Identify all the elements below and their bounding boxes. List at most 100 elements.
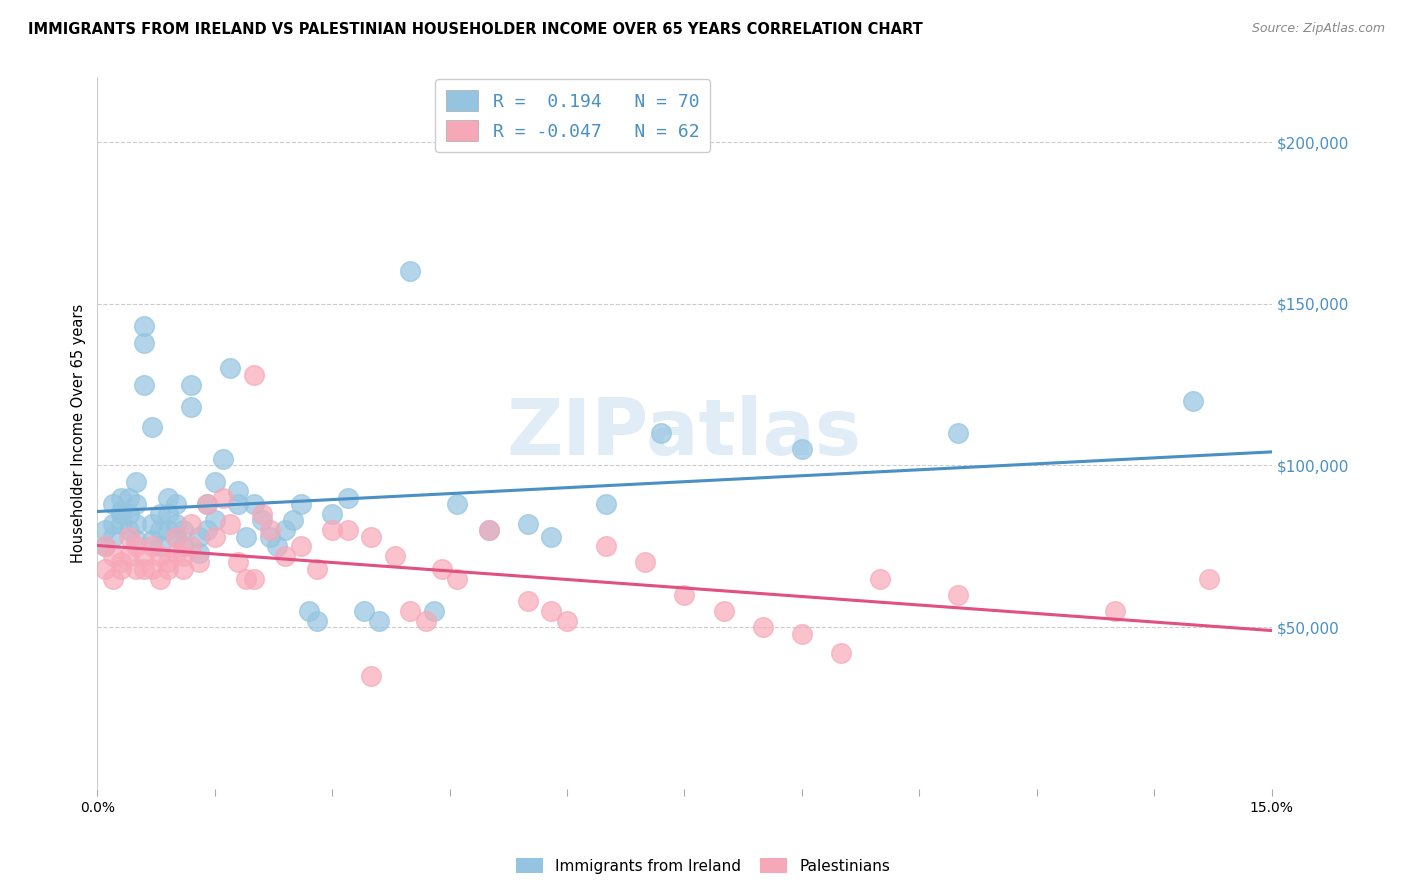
Point bbox=[948, 588, 970, 602]
Point bbox=[141, 539, 163, 553]
Point bbox=[790, 626, 813, 640]
Point bbox=[110, 491, 132, 505]
Point bbox=[204, 530, 226, 544]
Point bbox=[321, 507, 343, 521]
Point bbox=[243, 572, 266, 586]
Point bbox=[195, 497, 218, 511]
Point bbox=[118, 491, 141, 505]
Point bbox=[430, 562, 453, 576]
Point bbox=[110, 504, 132, 518]
Point bbox=[360, 530, 382, 544]
Point bbox=[219, 516, 242, 531]
Point bbox=[101, 516, 124, 531]
Point bbox=[226, 497, 249, 511]
Text: IMMIGRANTS FROM IRELAND VS PALESTINIAN HOUSEHOLDER INCOME OVER 65 YEARS CORRELAT: IMMIGRANTS FROM IRELAND VS PALESTINIAN H… bbox=[28, 22, 922, 37]
Point bbox=[384, 549, 406, 563]
Point bbox=[869, 572, 891, 586]
Point bbox=[125, 562, 148, 576]
Point bbox=[830, 646, 852, 660]
Point bbox=[226, 484, 249, 499]
Point bbox=[180, 516, 202, 531]
Point bbox=[165, 530, 187, 544]
Point bbox=[478, 523, 501, 537]
Point bbox=[336, 491, 359, 505]
Point bbox=[165, 546, 187, 560]
Point bbox=[180, 539, 202, 553]
Point bbox=[125, 497, 148, 511]
Point bbox=[94, 523, 117, 537]
Point bbox=[165, 497, 187, 511]
Point bbox=[595, 539, 617, 553]
Point bbox=[125, 539, 148, 553]
Point bbox=[751, 620, 773, 634]
Point bbox=[172, 523, 194, 537]
Point bbox=[110, 562, 132, 576]
Point bbox=[1182, 393, 1205, 408]
Legend: R =  0.194   N = 70, R = -0.047   N = 62: R = 0.194 N = 70, R = -0.047 N = 62 bbox=[436, 79, 710, 152]
Point bbox=[266, 539, 288, 553]
Point bbox=[94, 562, 117, 576]
Point bbox=[110, 556, 132, 570]
Point bbox=[134, 562, 156, 576]
Text: ZIPatlas: ZIPatlas bbox=[508, 395, 862, 471]
Point bbox=[101, 497, 124, 511]
Point bbox=[446, 572, 468, 586]
Point bbox=[156, 556, 179, 570]
Point bbox=[948, 426, 970, 441]
Point bbox=[188, 546, 211, 560]
Point bbox=[446, 497, 468, 511]
Point bbox=[211, 452, 233, 467]
Point bbox=[195, 497, 218, 511]
Point bbox=[650, 426, 672, 441]
Point bbox=[790, 442, 813, 457]
Point bbox=[290, 497, 312, 511]
Point bbox=[713, 604, 735, 618]
Point bbox=[149, 523, 172, 537]
Point bbox=[165, 516, 187, 531]
Point bbox=[399, 604, 422, 618]
Point bbox=[516, 594, 538, 608]
Point bbox=[243, 368, 266, 382]
Point bbox=[149, 539, 172, 553]
Point bbox=[101, 572, 124, 586]
Point bbox=[118, 507, 141, 521]
Point bbox=[274, 523, 297, 537]
Point bbox=[219, 361, 242, 376]
Point bbox=[180, 401, 202, 415]
Point bbox=[516, 516, 538, 531]
Point bbox=[250, 513, 273, 527]
Point bbox=[188, 556, 211, 570]
Point bbox=[118, 549, 141, 563]
Point bbox=[540, 530, 562, 544]
Point bbox=[195, 523, 218, 537]
Point bbox=[321, 523, 343, 537]
Point bbox=[235, 530, 257, 544]
Point bbox=[165, 530, 187, 544]
Point bbox=[595, 497, 617, 511]
Point bbox=[156, 491, 179, 505]
Point bbox=[305, 562, 328, 576]
Point bbox=[101, 530, 124, 544]
Point bbox=[156, 562, 179, 576]
Point bbox=[156, 523, 179, 537]
Point bbox=[1198, 572, 1220, 586]
Text: Source: ZipAtlas.com: Source: ZipAtlas.com bbox=[1251, 22, 1385, 36]
Point bbox=[399, 264, 422, 278]
Point bbox=[188, 530, 211, 544]
Point bbox=[353, 604, 375, 618]
Point bbox=[172, 549, 194, 563]
Point bbox=[172, 562, 194, 576]
Point bbox=[555, 614, 578, 628]
Point bbox=[298, 604, 321, 618]
Point bbox=[141, 516, 163, 531]
Point bbox=[368, 614, 391, 628]
Point bbox=[250, 507, 273, 521]
Point bbox=[243, 497, 266, 511]
Point bbox=[149, 549, 172, 563]
Point bbox=[94, 539, 117, 553]
Point bbox=[290, 539, 312, 553]
Point bbox=[336, 523, 359, 537]
Point bbox=[360, 668, 382, 682]
Point bbox=[110, 507, 132, 521]
Point bbox=[141, 419, 163, 434]
